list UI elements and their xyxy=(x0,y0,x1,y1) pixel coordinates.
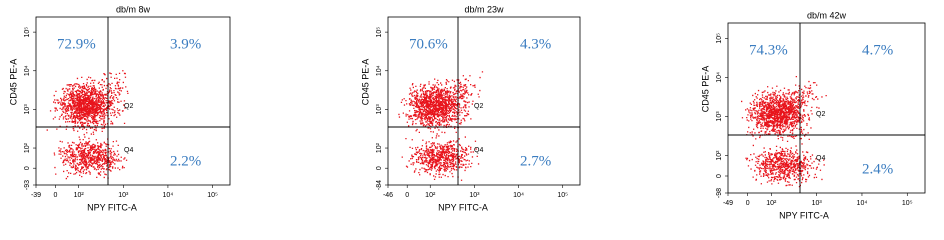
x-axis-label: NPY FITC-A xyxy=(438,202,488,212)
quadrant-percent: 72.9% xyxy=(57,36,96,52)
y-tick-label: 10⁵ xyxy=(716,33,723,44)
plot-frame xyxy=(387,16,581,186)
y-tick-label: 10⁴ xyxy=(376,65,383,76)
y-tick-label: 10⁵ xyxy=(24,27,31,38)
y-axis-label: CD45 PE-A xyxy=(360,59,370,106)
x-tick-label: 10⁵ xyxy=(557,192,568,199)
quadrant-percent: 2.4% xyxy=(862,161,893,177)
x-tick-label: 10² xyxy=(425,192,436,199)
x-tick-label: 10³ xyxy=(812,200,823,207)
y-tick-label: -98 xyxy=(716,188,723,198)
y-tick-label: 10³ xyxy=(24,104,31,115)
x-tick-label: 0 xyxy=(53,192,57,199)
event-dots xyxy=(46,70,129,180)
y-tick-label: 0 xyxy=(24,166,31,170)
y-tick-label: -93 xyxy=(24,180,31,190)
event-dots xyxy=(398,71,484,181)
x-tick-label: 10⁴ xyxy=(513,192,524,199)
quadrant-percent: 74.3% xyxy=(749,42,788,58)
quadrant-label: Q2 xyxy=(474,103,483,110)
panel-title: db/m 8w xyxy=(116,4,151,14)
x-tick-label: 0 xyxy=(746,200,750,207)
y-tick-label: 10² xyxy=(376,142,383,153)
quadrant-percent: 70.6% xyxy=(409,36,448,52)
quadrant-label: Q4 xyxy=(124,147,133,154)
x-tick-label: 10³ xyxy=(118,192,129,199)
x-tick-label: -46 xyxy=(383,192,393,199)
event-dots xyxy=(741,76,827,188)
y-tick-label: 10⁴ xyxy=(24,65,31,76)
x-tick-label: 10⁵ xyxy=(902,200,913,207)
panel-title: db/m 23w xyxy=(464,4,504,14)
y-axis-label: CD45 PE-A xyxy=(8,59,18,106)
x-tick-label: 10³ xyxy=(469,192,480,199)
quadrant-label: Q4 xyxy=(474,147,483,154)
x-tick-label: 10⁵ xyxy=(207,192,218,199)
y-tick-label: 10³ xyxy=(376,104,383,115)
x-tick-label: -39 xyxy=(31,192,41,199)
y-tick-label: 10⁵ xyxy=(376,27,383,38)
x-tick-label: 10⁴ xyxy=(857,200,868,207)
quadrant-label: Q4 xyxy=(816,155,825,162)
y-tick-label: 0 xyxy=(716,174,723,178)
plot-frame xyxy=(35,16,231,186)
x-tick-label: 0 xyxy=(405,192,409,199)
plot-frame xyxy=(727,22,926,194)
quadrant-label: Q2 xyxy=(816,111,825,118)
panel-title: db/m 42w xyxy=(807,10,847,20)
y-tick-label: 10³ xyxy=(716,111,723,122)
y-axis-label: CD45 PE-A xyxy=(700,66,710,113)
x-tick-label: 10² xyxy=(74,192,85,199)
figure: db/m 8w 72.9% 3.9% 2.2% Q2 Q4 -39 0 10² 10³ 10⁴ 10⁵… xyxy=(8,4,926,220)
y-tick-label: 10² xyxy=(24,142,31,153)
quadrant-percent: 4.7% xyxy=(862,42,893,58)
x-axis-label: NPY FITC-A xyxy=(779,210,829,220)
y-tick-label: -84 xyxy=(376,180,383,190)
quadrant-percent: 4.3% xyxy=(520,36,551,52)
x-tick-label: 10² xyxy=(766,200,777,207)
y-tick-label: 0 xyxy=(376,166,383,170)
y-tick-label: 10⁴ xyxy=(716,72,723,83)
quadrant-percent: 3.9% xyxy=(170,36,201,52)
quadrant-percent: 2.7% xyxy=(520,153,551,169)
x-tick-label: 10⁴ xyxy=(163,192,174,199)
x-tick-label: -49 xyxy=(723,200,733,207)
x-axis-label: NPY FITC-A xyxy=(87,202,137,212)
y-tick-label: 10² xyxy=(716,150,723,161)
quadrant-percent: 2.2% xyxy=(170,153,201,169)
quadrant-label: Q2 xyxy=(124,103,133,110)
